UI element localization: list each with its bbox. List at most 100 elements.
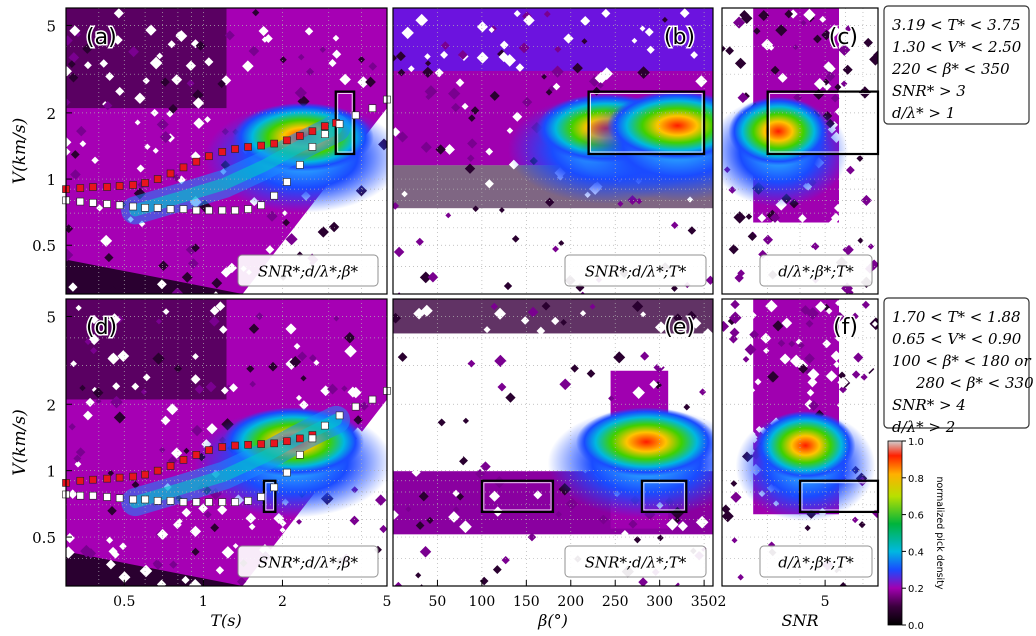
speckle	[745, 213, 753, 220]
marker-d-3	[270, 483, 278, 492]
speckle	[409, 390, 421, 403]
marker-d-2	[103, 474, 111, 483]
speckle	[162, 308, 170, 316]
speckle	[100, 234, 113, 247]
y-tick-label: 1	[46, 463, 56, 481]
speckle	[728, 244, 739, 255]
marker-a-1	[231, 206, 239, 215]
speckle	[104, 252, 114, 263]
colorbar-tick-label: 0.2	[908, 584, 924, 595]
speckle	[411, 467, 421, 477]
speckle	[488, 26, 495, 33]
speckle	[160, 415, 171, 426]
speckle	[490, 302, 499, 311]
marker-d-2	[296, 434, 304, 443]
panel-label-a: (a)	[86, 25, 117, 50]
speckle	[226, 262, 238, 274]
speckle	[457, 49, 468, 60]
speckle	[304, 27, 314, 36]
speckle	[748, 288, 761, 294]
marker-d-3	[283, 468, 291, 477]
speckle	[364, 285, 371, 292]
speckle	[108, 313, 121, 326]
panel-tag-b: SNR*;d/λ*;T*	[585, 263, 687, 281]
speckle	[425, 60, 432, 67]
speckle	[772, 320, 784, 332]
marker-a-1	[115, 201, 124, 210]
marker-d-3	[335, 411, 344, 420]
speckle	[536, 326, 546, 336]
speckle	[462, 417, 469, 424]
marker-d-3	[166, 497, 175, 505]
speckle	[815, 301, 827, 313]
speckle	[248, 323, 260, 334]
panel-tag-box-b	[564, 254, 707, 287]
speckle	[393, 510, 399, 520]
criteria-bottom-line: 0.65 < V* < 0.90	[892, 330, 1022, 348]
speckle	[649, 380, 659, 389]
marker-d-3	[192, 498, 201, 506]
colorbar-tick-label: 1.0	[908, 437, 924, 448]
marker-d-2	[192, 450, 201, 459]
speckle	[431, 407, 441, 417]
speckle	[834, 311, 845, 322]
speckle	[628, 519, 638, 529]
selection-box-e	[480, 479, 555, 514]
speckle	[690, 317, 702, 329]
speckle	[74, 460, 82, 468]
y-tick-label: 2	[46, 105, 56, 123]
speckle	[805, 580, 816, 586]
speckle	[871, 210, 878, 221]
speckle	[185, 60, 197, 71]
hotspot-core	[607, 91, 713, 160]
speckle	[540, 548, 552, 560]
speckle	[66, 248, 74, 262]
speckle	[398, 216, 407, 225]
marker-d-3	[141, 495, 149, 504]
speckle	[813, 77, 826, 90]
speckle	[475, 468, 486, 479]
panel-frame-c	[721, 7, 879, 295]
marker-a-0	[166, 169, 175, 178]
speckle	[480, 388, 491, 399]
x-tick-label: 300	[646, 594, 673, 610]
speckle	[79, 140, 87, 148]
speckle	[427, 271, 439, 283]
speckle	[134, 119, 141, 126]
hotspot-core	[575, 407, 713, 477]
marker-a-1	[141, 204, 149, 212]
colorbar-label: normalized pick density	[934, 476, 945, 589]
speckle	[566, 536, 575, 545]
speckle	[171, 287, 184, 294]
speckle	[85, 397, 95, 407]
panel-tag-a: SNR*;d/λ*;β*	[258, 263, 359, 281]
speckle	[493, 476, 506, 489]
speckle	[211, 277, 223, 289]
speckle	[830, 350, 842, 362]
speckle	[451, 450, 464, 463]
criteria-top-line: SNR* > 3	[892, 82, 966, 100]
speckle	[159, 446, 166, 454]
speckle	[144, 143, 151, 150]
marker-a-0	[192, 157, 201, 166]
panel-label-c: (c)	[829, 25, 858, 50]
speckle	[187, 258, 199, 269]
marker-d-3	[368, 395, 377, 404]
speckle	[405, 229, 418, 243]
x-tick-label: 2	[278, 594, 287, 610]
speckle	[209, 305, 220, 316]
speckle	[155, 318, 162, 325]
x-tick-label: 350	[691, 594, 718, 610]
speckle	[556, 228, 568, 239]
selection-box-inner-e	[643, 482, 685, 511]
speckle	[702, 328, 713, 339]
speckle	[808, 400, 820, 411]
colorbar-tick-label: 0.8	[908, 474, 924, 485]
marker-d-2	[179, 455, 188, 464]
speckle	[329, 286, 337, 294]
colorbar-tick-label: 0.4	[908, 547, 924, 558]
speckle	[136, 164, 145, 173]
criteria-top-line: d/λ* > 1	[892, 104, 955, 122]
marker-d-2	[244, 440, 252, 449]
marker-a-1	[308, 143, 317, 151]
